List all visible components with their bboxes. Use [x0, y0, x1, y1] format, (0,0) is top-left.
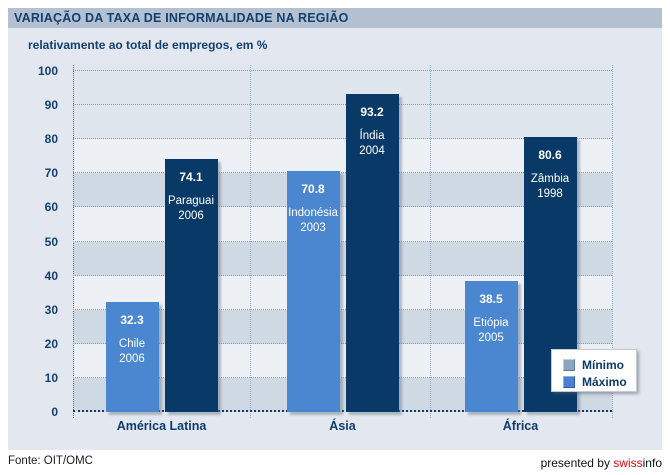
bar-value-label: 74.1 — [179, 170, 203, 185]
legend-item-minimo: Mínimo — [563, 356, 636, 373]
y-tick-label: 80 — [44, 132, 58, 147]
bar-annotation: Chile 2006 — [106, 337, 159, 367]
bar-annotation-country: Indonésia — [288, 206, 338, 219]
presented-by-prefix: presented by — [540, 456, 614, 470]
gridline — [73, 138, 612, 140]
gridline — [73, 376, 612, 378]
y-tick-label: 90 — [44, 98, 58, 113]
plot-band — [73, 207, 612, 242]
brand-info: info — [642, 456, 662, 470]
bar-minimo-africa: 38.5 Etiópia 2005 — [464, 280, 518, 412]
gridline — [73, 70, 612, 71]
plot-band — [73, 275, 612, 310]
bar-value-label: 80.6 — [538, 148, 562, 163]
bar-annotation-country: Índia — [359, 130, 385, 143]
bar-annotation-country: Etiópia — [473, 316, 509, 329]
y-tick-label: 10 — [44, 370, 58, 385]
chart-title: VARIAÇÃO DA TAXA DE INFORMALIDADE NA REG… — [14, 11, 349, 25]
bar-annotation-year: 2003 — [300, 221, 326, 234]
plot-band — [73, 343, 612, 378]
plot-band — [73, 173, 612, 208]
bar-annotation: Paraguai 2006 — [165, 194, 218, 224]
gridline — [73, 104, 612, 106]
bar-annotation-country: Paraguai — [167, 195, 215, 208]
bar-minimo-america-latina: 32.3 Chile 2006 — [105, 301, 159, 412]
presented-by: presented by swissinfo — [541, 456, 662, 470]
bar-value-label: 70.8 — [301, 181, 325, 196]
source-text: Fonte: OIT/OMC — [8, 455, 93, 467]
x-axis: América Latina Ásia África — [73, 419, 612, 437]
bar-annotation-year: 2006 — [119, 352, 145, 365]
bar-annotation: Índia 2004 — [346, 129, 399, 159]
y-tick-label: 0 — [51, 405, 58, 419]
y-tick-label: 100 — [37, 64, 58, 78]
vertical-gridline — [430, 65, 431, 418]
vertical-gridline — [612, 65, 613, 418]
bar-value-label: 38.5 — [479, 291, 503, 306]
gridline — [73, 342, 612, 344]
legend: Mínimo Máximo — [551, 349, 637, 392]
bar-value-label: 93.2 — [360, 105, 384, 120]
figure-panel: VARIAÇÃO DA TAXA DE INFORMALIDADE NA REG… — [8, 8, 662, 450]
gridline — [73, 240, 612, 242]
y-tick-label: 40 — [44, 268, 58, 283]
y-tick-label: 50 — [44, 234, 58, 249]
gridline — [73, 172, 612, 174]
gridline — [73, 206, 612, 208]
bar-annotation: Indonésia 2003 — [287, 206, 340, 236]
bar-annotation-year: 1998 — [537, 188, 563, 201]
legend-item-maximo: Máximo — [563, 373, 636, 390]
chart-subtitle: relativamente ao total de empregos, em % — [28, 38, 268, 52]
y-axis: 0 10 20 30 40 50 60 70 80 90 100 — [8, 64, 58, 419]
y-tick-label: 60 — [44, 200, 58, 215]
bar-annotation-country: Zâmbia — [530, 173, 570, 186]
brand-swiss: swiss — [613, 456, 643, 470]
y-tick-label: 70 — [44, 166, 58, 181]
plot-area: 32.3 Chile 2006 74.1 Paraguai 2006 70.8 Indonés… — [73, 65, 613, 418]
zero-line — [73, 410, 612, 412]
legend-label: Mínimo — [582, 357, 624, 372]
bar-annotation-country: Chile — [118, 337, 146, 350]
y-axis-line — [73, 65, 74, 418]
bar-maximo-asia: 93.2 Índia 2004 — [345, 94, 399, 412]
gridline — [73, 274, 612, 276]
bar-annotation-year: 2006 — [178, 210, 204, 223]
y-tick-label: 30 — [44, 302, 58, 317]
plot-band — [73, 377, 612, 412]
category-label-africa: África — [502, 419, 539, 433]
plot-band — [73, 241, 612, 276]
bar-annotation-year: 2005 — [478, 331, 504, 344]
bar-annotation: Zâmbia 1998 — [524, 172, 577, 202]
legend-swatch-maximo-icon — [563, 375, 575, 388]
gridline — [73, 308, 612, 310]
bar-annotation: Etiópia 2005 — [465, 316, 518, 346]
legend-label: Máximo — [582, 374, 627, 389]
plot-band — [73, 139, 612, 174]
plot-band — [73, 309, 612, 344]
category-label-america-latina: América Latina — [116, 419, 207, 433]
bar-maximo-america-latina: 74.1 Paraguai 2006 — [164, 159, 218, 412]
bar-minimo-asia: 70.8 Indonésia 2003 — [286, 170, 340, 412]
bar-value-label: 32.3 — [120, 312, 144, 327]
category-label-asia: Ásia — [329, 419, 356, 433]
bar-annotation-year: 2004 — [359, 145, 385, 158]
vertical-gridline — [250, 65, 251, 418]
chart-title-bar: VARIAÇÃO DA TAXA DE INFORMALIDADE NA REG… — [8, 8, 662, 28]
y-tick-label: 20 — [44, 336, 58, 351]
legend-swatch-minimo-icon — [563, 358, 575, 371]
